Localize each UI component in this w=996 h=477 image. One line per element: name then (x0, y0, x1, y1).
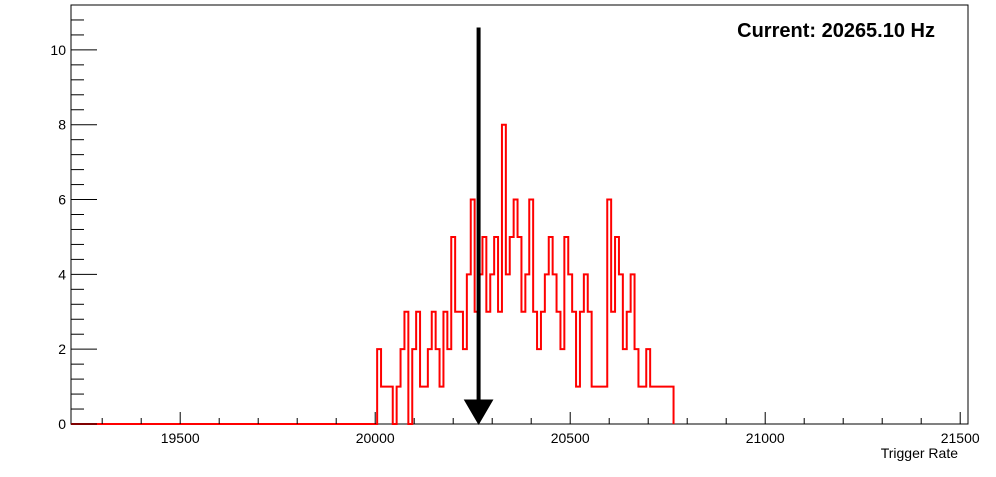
x-tick-label: 19500 (161, 430, 200, 446)
y-tick-label: 6 (58, 192, 66, 208)
y-tick-label: 10 (50, 42, 66, 58)
y-tick-label: 8 (58, 117, 66, 133)
x-axis-label: Trigger Rate (881, 445, 959, 461)
x-tick-label: 20000 (356, 430, 395, 446)
axis-layer: 19500 20000 20500 21000 21500 0 2 4 6 8 10 (50, 19, 980, 446)
plot-frame (70, 4, 969, 425)
histogram-layer (71, 123, 675, 425)
current-rate-annotation: Current: 20265.10 Hz (737, 20, 935, 42)
marker-layer (463, 27, 494, 425)
x-tick-label: 20500 (551, 430, 590, 446)
x-tick-label: 21000 (746, 430, 785, 446)
y-tick-label: 0 (58, 416, 66, 432)
histogram-series-line (71, 123, 675, 425)
y-tick-label: 2 (58, 341, 66, 357)
x-tick-label: 21500 (941, 430, 980, 446)
current-rate-arrow-head (463, 399, 494, 425)
y-tick-label: 4 (58, 266, 66, 282)
